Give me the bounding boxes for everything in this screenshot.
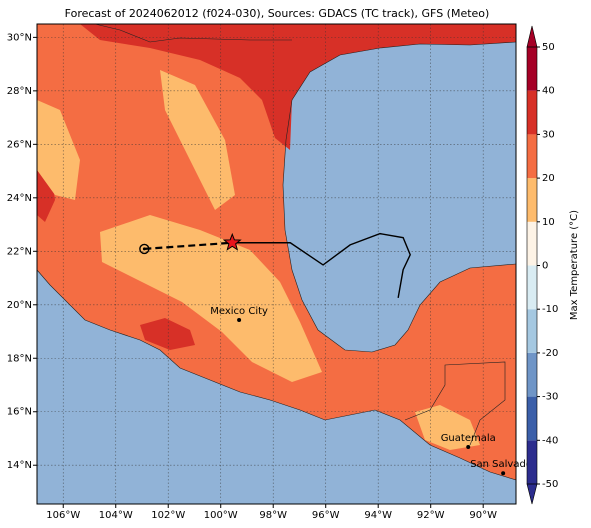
colorbar-segment xyxy=(527,90,537,135)
land-20-30 xyxy=(37,24,516,480)
colorbar-segment xyxy=(527,440,537,484)
map-title: Forecast of 2024062012 (f024-030), Sourc… xyxy=(65,7,490,20)
land-30-40 xyxy=(140,318,195,350)
city-label: Mexico City xyxy=(210,306,268,317)
colorbar-segment xyxy=(527,265,537,310)
x-tick-label: 102°W xyxy=(151,510,185,521)
observed-track xyxy=(144,241,233,250)
city-label: Guatemala xyxy=(441,433,496,444)
colorbar-segment xyxy=(527,309,537,353)
colorbar-segment xyxy=(527,396,537,441)
x-tick-label: 96°W xyxy=(312,510,340,521)
colorbar-tick-label: -40 xyxy=(542,435,558,446)
colorbar-tick-label: 30 xyxy=(542,129,555,140)
y-tick-label: 14°N xyxy=(7,460,32,471)
colorbar-tick-label: 20 xyxy=(542,173,555,184)
x-tick-label: 94°W xyxy=(364,510,392,521)
land-10-20 xyxy=(415,405,480,450)
land-10-20 xyxy=(160,70,235,210)
colorbar-tick-label: -30 xyxy=(542,392,558,403)
colorbar-segment xyxy=(527,134,537,179)
forecast-track xyxy=(232,232,411,298)
x-tick-label: 104°W xyxy=(99,510,133,521)
colorbar-tick-label: 10 xyxy=(542,217,555,228)
colorbar-segment xyxy=(527,221,537,266)
track: Mexico City Guatemala San Salvador xyxy=(139,232,537,476)
track-start-dot xyxy=(142,247,146,251)
colorbar-segment xyxy=(527,47,537,91)
colorbar-tick-label: 50 xyxy=(542,42,555,53)
y-tick-label: 28°N xyxy=(7,86,32,97)
city-marker xyxy=(501,471,506,476)
x-tick-label: 100°W xyxy=(204,510,238,521)
y-tick-label: 30°N xyxy=(7,32,32,43)
x-tick-label: 92°W xyxy=(417,510,445,521)
colorbar-label: Max Temperature (°C) xyxy=(569,210,580,320)
colorbar-segment xyxy=(527,178,537,222)
current-position xyxy=(222,232,242,251)
y-tick-label: 22°N xyxy=(7,246,32,257)
y-tick-label: 24°N xyxy=(7,193,32,204)
city-marker xyxy=(237,318,242,323)
grid xyxy=(37,24,516,504)
x-tick-label: 90°W xyxy=(469,510,497,521)
colorbar-tick-label: -20 xyxy=(542,348,558,359)
city-label: San Salvador xyxy=(470,459,537,470)
y-tick-label: 18°N xyxy=(7,353,32,364)
land-10-20 xyxy=(37,100,80,200)
map-frame xyxy=(36,23,517,505)
colorbar-tick-label: 0 xyxy=(542,261,548,272)
colorbar-tick-label: -50 xyxy=(542,479,558,490)
coastline xyxy=(37,41,516,481)
colorbar-extend-low xyxy=(526,483,538,505)
land-layer xyxy=(37,24,516,481)
land-10-20 xyxy=(100,215,322,382)
y-tick-label: 26°N xyxy=(7,139,32,150)
y-tick-label: 16°N xyxy=(7,407,32,418)
x-tick-label: 106°W xyxy=(46,510,80,521)
colorbar-tick-label: 40 xyxy=(542,86,555,97)
colorbar: -50 -40 -30 -20 -10 0 10 20 30 40 50 xyxy=(526,25,558,505)
city-marker xyxy=(466,445,471,450)
colorbar-segment xyxy=(527,352,537,397)
colorbar-tick-label: -10 xyxy=(542,304,558,315)
track-start xyxy=(139,243,150,255)
land-30-40 xyxy=(80,24,516,150)
x-tick-label: 98°W xyxy=(259,510,287,521)
colorbar-extend-high xyxy=(526,25,538,48)
y-tick-label: 20°N xyxy=(7,300,32,311)
